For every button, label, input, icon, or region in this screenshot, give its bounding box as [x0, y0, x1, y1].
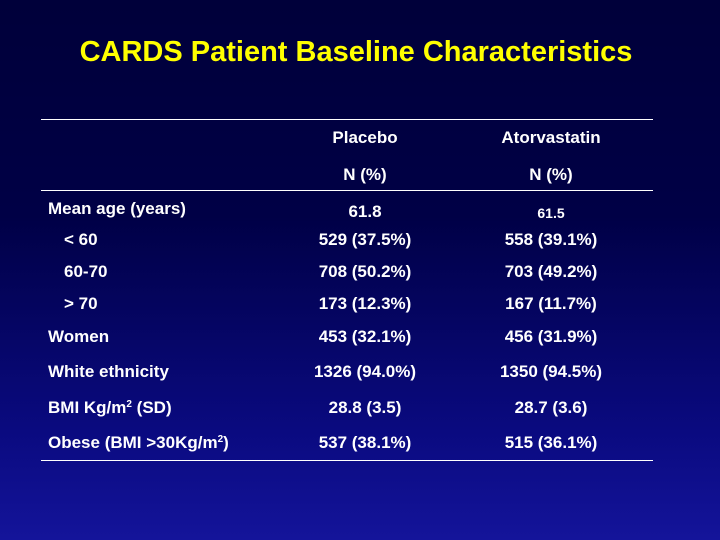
row-label-bmi: BMI Kg/m2 (SD): [48, 398, 172, 418]
cell-placebo-over-70: 173 (12.3%): [318, 294, 412, 313]
row-label-white-ethnicity: White ethnicity: [48, 362, 169, 381]
cell-placebo-mean-age: 61.8: [348, 202, 382, 221]
header-placebo-unit: N (%): [343, 165, 387, 184]
cell-placebo-under-60: 529 (37.5%): [318, 230, 412, 249]
cell-atorvastatin-obese: 515 (36.1%): [504, 433, 598, 452]
obese-label-suffix: ): [223, 433, 229, 452]
cell-atorvastatin-60-70: 703 (49.2%): [504, 262, 598, 281]
header-atorvastatin-unit: N (%): [529, 165, 573, 184]
table-top-rule: [41, 119, 653, 120]
cell-placebo-women: 453 (32.1%): [318, 327, 412, 346]
cell-atorvastatin-mean-age: 61.5: [537, 205, 565, 221]
cell-atorvastatin-under-60: 558 (39.1%): [504, 230, 598, 249]
row-label-women: Women: [48, 327, 110, 346]
bmi-label-suffix: (SD): [131, 398, 172, 417]
cell-placebo-obese: 537 (38.1%): [318, 433, 412, 452]
row-label-under-60: < 60: [64, 230, 98, 249]
obese-label-text: Obese (BMI >30Kg/m: [48, 433, 218, 452]
row-label-mean-age: Mean age (years): [48, 199, 186, 218]
cell-placebo-bmi: 28.8 (3.5): [328, 398, 402, 417]
cell-atorvastatin-over-70: 167 (11.7%): [505, 294, 597, 313]
table-bottom-rule: [41, 460, 653, 461]
cell-atorvastatin-white-ethnicity: 1350 (94.5%): [499, 362, 603, 381]
obese-label-superscript: 2: [217, 434, 224, 445]
bmi-label-superscript: 2: [126, 399, 132, 410]
header-atorvastatin: Atorvastatin: [501, 128, 601, 147]
row-label-60-70: 60-70: [64, 262, 108, 281]
cell-placebo-60-70: 708 (50.2%): [318, 262, 412, 281]
row-label-over-70: > 70: [64, 294, 98, 313]
header-placebo: Placebo: [332, 128, 398, 147]
slide-title: CARDS Patient Baseline Characteristics: [79, 36, 633, 68]
header-rule: [41, 190, 653, 191]
bmi-label-text: BMI Kg/m: [48, 398, 127, 417]
cell-atorvastatin-bmi: 28.7 (3.6): [514, 398, 588, 417]
cell-placebo-white-ethnicity: 1326 (94.0%): [313, 362, 417, 381]
cell-atorvastatin-women: 456 (31.9%): [504, 327, 598, 346]
row-label-obese: Obese (BMI >30Kg/m2): [48, 433, 229, 453]
